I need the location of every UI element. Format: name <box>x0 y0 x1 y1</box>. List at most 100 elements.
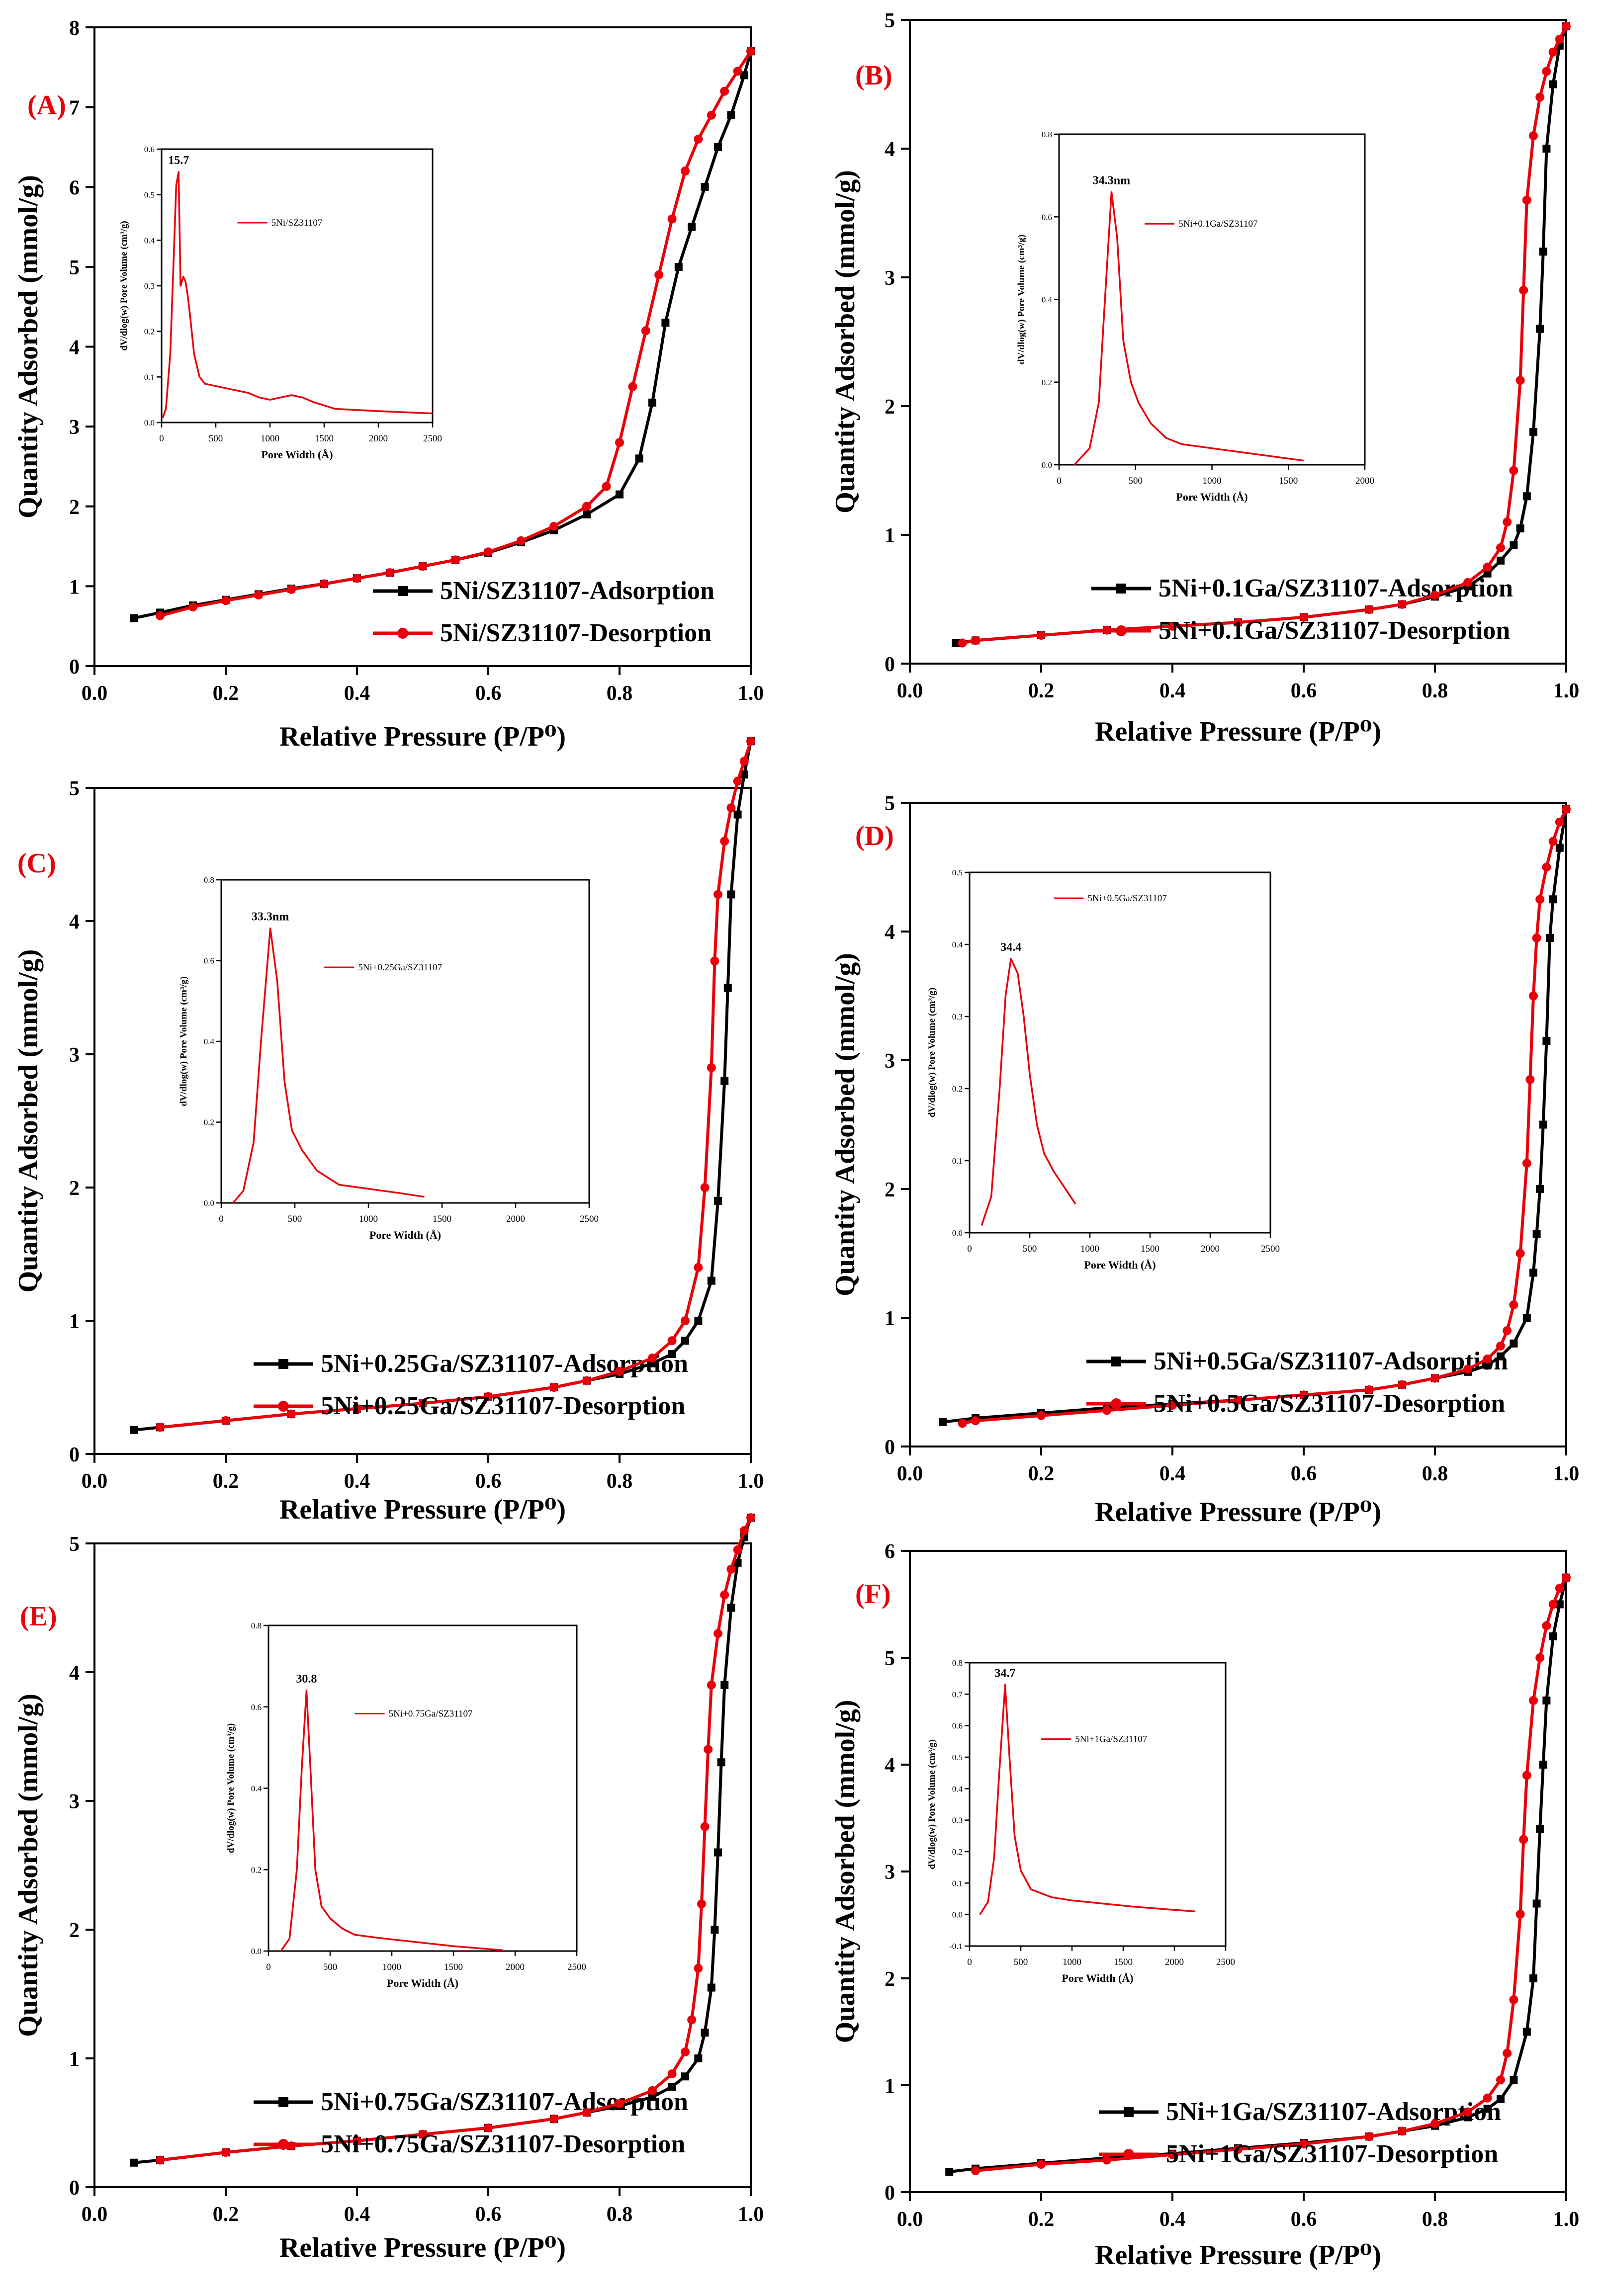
inset-x-axis-title: Pore Width (Å) <box>1084 1259 1156 1271</box>
legend-label: 5Ni+0.1Ga/SZ31107-Adsorption <box>1158 574 1513 602</box>
x-tick-label: 0.4 <box>344 682 370 705</box>
x-tick-label: 0.0 <box>82 2203 108 2226</box>
desorption-point <box>156 1423 165 1432</box>
inset-x-tick-label: 0 <box>266 1962 271 1972</box>
desorption-point <box>1102 2155 1111 2165</box>
x-axis-title: Relative Pressure (P/P⁰) <box>1095 2240 1381 2271</box>
y-tick-label: 4 <box>69 911 80 934</box>
y-tick-label: 2 <box>69 496 80 519</box>
inset-x-tick-label: 1500 <box>433 1214 451 1224</box>
desorption-point <box>1365 2132 1374 2141</box>
y-tick-label: 5 <box>885 792 895 815</box>
desorption-point <box>156 2155 165 2165</box>
desorption-point <box>1496 1341 1505 1351</box>
desorption-point <box>733 1545 742 1554</box>
y-tick-label: 1 <box>69 1310 80 1333</box>
adsorption-point <box>668 1350 676 1358</box>
desorption-point <box>1519 285 1528 295</box>
inset-x-tick-label: 0 <box>967 1244 972 1254</box>
x-tick-label: 0.8 <box>607 2203 633 2226</box>
inset-x-tick-label: 0 <box>1057 476 1062 486</box>
desorption-point <box>667 214 677 224</box>
inset-x-tick-label: 2500 <box>1216 1957 1235 1967</box>
pore-size-curve <box>162 171 433 419</box>
desorption-point <box>484 1392 493 1401</box>
desorption-point <box>254 591 263 600</box>
panel-d: 0.0 0.2 0.4 0.6 0.8 1.0 0 1 2 3 4 5 Relative Pressur… <box>830 792 1579 1528</box>
desorption-point <box>615 2099 624 2108</box>
desorption-point <box>188 602 197 612</box>
peak-label: 34.4 <box>1000 941 1021 954</box>
inset-y-tick-label: 0.3 <box>952 1012 963 1021</box>
pore-size-curve <box>1073 191 1304 466</box>
legend-label: 5Ni+0.5Ga/SZ31107-Desorption <box>1154 1389 1505 1418</box>
desorption-point <box>971 2166 980 2175</box>
x-tick-label: 0.8 <box>1422 1462 1448 1485</box>
legend-label: 5Ni+1Ga/SZ31107-Desorption <box>1166 2140 1498 2168</box>
y-tick-label: 2 <box>69 1919 80 1942</box>
adsorption-point <box>1483 1361 1492 1369</box>
panel-label: (D) <box>855 821 894 851</box>
inset-x-tick-label: 1500 <box>315 433 334 444</box>
y-tick-label: 0 <box>885 2182 895 2205</box>
adsorption-point <box>727 1604 735 1612</box>
inset-x-tick-label: 1000 <box>1080 1244 1099 1254</box>
inset-x-tick-label: 1500 <box>1114 1957 1133 1967</box>
inset-y-tick-label: 0.2 <box>251 1865 262 1874</box>
desorption-point <box>1168 2150 1177 2159</box>
desorption-point <box>1168 621 1177 631</box>
x-tick-label: 1.0 <box>1553 680 1580 702</box>
desorption-point <box>681 1316 690 1325</box>
inset-x-tick-label: 500 <box>288 1214 302 1224</box>
pore-size-curve <box>280 1690 503 1952</box>
y-tick-label: 5 <box>69 777 80 800</box>
inset-x-tick-label: 2000 <box>369 433 388 444</box>
desorption-point <box>1532 933 1541 942</box>
inset-y-tick-label: 0.8 <box>251 1621 262 1630</box>
adsorption-point <box>648 2093 656 2101</box>
panel-b: 0.0 0.2 0.4 0.6 0.8 1.0 0 1 2 3 4 5 Relative Pressur… <box>830 9 1579 747</box>
inset-y-tick-label: 0.5 <box>952 868 963 877</box>
x-tick-label: 0.2 <box>213 2203 239 2226</box>
x-tick-label: 1.0 <box>738 2203 764 2226</box>
inset-y-tick-label: 0.2 <box>204 1118 214 1127</box>
desorption-point <box>1234 1395 1243 1405</box>
inset-x-tick-label: 1000 <box>359 1214 378 1224</box>
desorption-point <box>1503 517 1512 527</box>
inset-x-tick-label: 2500 <box>1261 1244 1280 1254</box>
x-tick-label: 0.0 <box>82 1470 108 1493</box>
inset-y-tick-label: 0.0 <box>251 1947 262 1956</box>
adsorption-point <box>1522 1314 1531 1322</box>
inset-x-tick-label: 1500 <box>444 1962 463 1972</box>
inset-y-tick-label: 0.3 <box>144 281 155 291</box>
y-tick-label: 4 <box>69 1662 80 1685</box>
desorption-point <box>1483 1354 1492 1363</box>
desorption-point <box>353 1404 361 1413</box>
adsorption-line <box>942 809 1568 1424</box>
y-tick-label: 1 <box>885 1307 895 1330</box>
desorption-point <box>287 1409 296 1419</box>
inset-y-tick-label: 0.1 <box>952 1878 963 1888</box>
desorption-point <box>648 2086 657 2095</box>
inset-y-tick-label: 0.5 <box>952 1753 963 1762</box>
adsorption-point <box>130 1426 138 1434</box>
x-tick-label: 0.0 <box>897 2208 923 2231</box>
desorption-point <box>1398 599 1407 609</box>
desorption-point <box>1398 1380 1407 1389</box>
legend-swatch-marker <box>397 628 408 639</box>
desorption-point <box>1463 578 1472 587</box>
desorption-point <box>1542 67 1551 76</box>
inset-plot: 0 500 1000 1500 2000 2500 0.0 0.2 0.4 0.6 0.8 Pore … <box>226 1621 586 1989</box>
inset-y-tick-label: 0.1 <box>144 372 155 382</box>
desorption-point <box>958 638 967 648</box>
desorption-point <box>1535 1653 1545 1662</box>
plot-frame <box>909 802 1567 1447</box>
desorption-point <box>615 438 624 447</box>
desorption-point <box>484 547 493 557</box>
plot-frame <box>909 19 1567 665</box>
adsorption-point <box>1510 2076 1518 2084</box>
panel-label: (E) <box>20 1601 57 1632</box>
inset-x-tick-label: 500 <box>1014 1957 1028 1967</box>
pore-size-curve <box>980 958 1076 1226</box>
desorption-point <box>549 1383 558 1392</box>
